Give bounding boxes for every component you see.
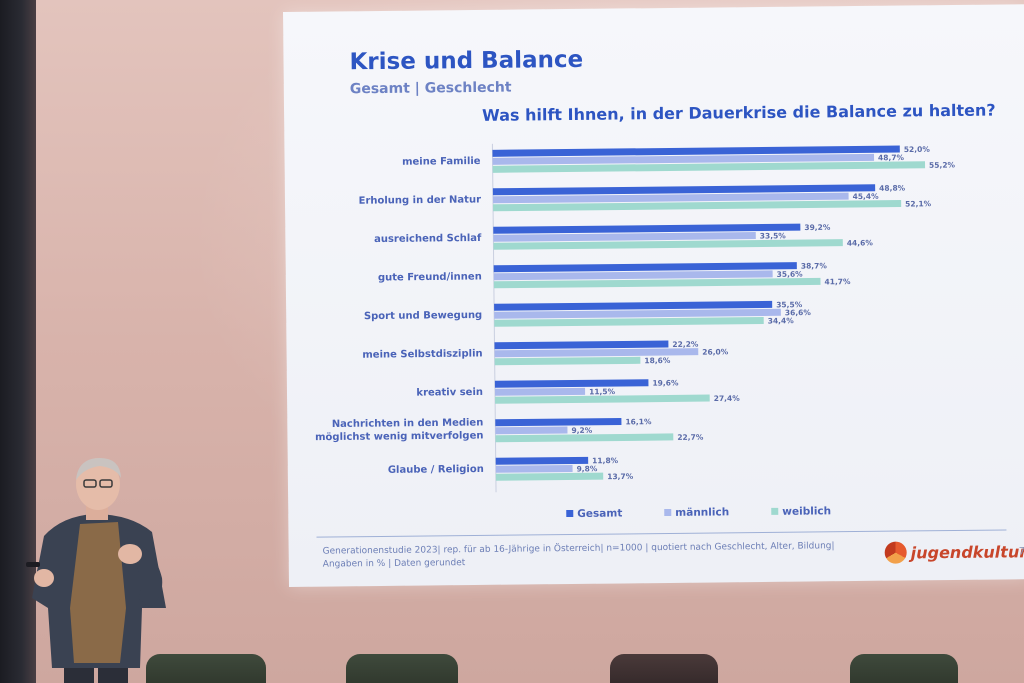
logo-text: jugendkultur.at (910, 541, 1024, 562)
bar-weiblich (494, 316, 764, 327)
data-label: 16,1% (625, 417, 652, 426)
legend-swatch (771, 507, 779, 515)
data-label: 27,4% (714, 394, 741, 403)
data-label: 55,2% (929, 160, 956, 169)
bar-mnnlich (492, 192, 849, 204)
seat-back (610, 654, 718, 683)
bar-mnnlich (493, 270, 773, 281)
bar-weiblich (493, 200, 902, 212)
category-label: Nachrichten in den Medienmöglichst wenig… (315, 417, 484, 443)
bar-gesamt (494, 379, 649, 388)
data-label: 26,0% (702, 347, 729, 356)
data-label: 38,7% (801, 261, 828, 270)
data-label: 35,5% (776, 300, 803, 309)
seat-back (146, 654, 266, 683)
bar-gesamt (495, 456, 589, 465)
data-label: 11,5% (589, 387, 616, 396)
data-label: 39,2% (804, 223, 831, 232)
category-label: kreativ sein (416, 387, 483, 399)
bar-mnnlich (494, 308, 781, 319)
category-label: Glaube / Religion (388, 464, 484, 476)
data-label: 41,7% (824, 277, 851, 286)
bar-weiblich (494, 356, 641, 366)
data-label: 33,5% (760, 231, 787, 240)
bar-gesamt (494, 300, 773, 311)
projected-slide: Krise und Balance Gesamt | Geschlecht Wa… (283, 4, 1024, 587)
data-label: 45,4% (853, 192, 880, 201)
data-label: 22,7% (677, 433, 704, 442)
jugendkultur-logo: jugendkultur.at (884, 540, 1024, 564)
data-label: 9,2% (571, 426, 592, 435)
data-label: 52,0% (904, 145, 931, 154)
bar-gesamt (493, 223, 801, 234)
legend-swatch (664, 508, 672, 517)
data-label: 44,6% (847, 238, 874, 247)
data-label: 18,6% (644, 356, 671, 365)
bar-gesamt (493, 262, 797, 273)
presenter-figure (26, 458, 166, 683)
bar-weiblich (495, 394, 710, 404)
data-label: 48,8% (879, 183, 906, 192)
stage-curtain (0, 0, 36, 683)
category-label: ausreichend Schlaf (374, 233, 482, 245)
data-label: 11,8% (592, 456, 619, 465)
category-label: meine Familie (402, 156, 481, 168)
bar-mnnlich (494, 348, 699, 358)
data-label: 48,7% (878, 153, 905, 162)
data-label: 9,8% (577, 464, 598, 473)
bar-mnnlich (493, 232, 756, 242)
logo-icon (884, 541, 907, 564)
category-label: Erholung in der Natur (359, 194, 482, 206)
category-label: Sport und Bewegung (364, 310, 482, 322)
seat-back (346, 654, 458, 683)
data-label: 13,7% (607, 472, 634, 481)
bar-gesamt (495, 417, 622, 427)
legend-label: männlich (675, 506, 729, 519)
legend-swatch (566, 509, 574, 518)
bar-chart: meine Familie 52,0%48,7% 55,2% Erholung in … (315, 143, 956, 520)
legend-label: weiblich (782, 505, 831, 518)
bar-gesamt (494, 340, 669, 350)
bar-weiblich (492, 161, 926, 173)
data-label: 52,1% (905, 199, 932, 208)
bar-mnnlich (492, 153, 875, 165)
bar-weiblich (493, 239, 843, 250)
legend-label: Gesamt (577, 507, 622, 519)
data-label: 36,6% (785, 308, 812, 317)
bar-mnnlich (495, 426, 568, 435)
data-label: 19,6% (652, 378, 679, 387)
bar-weiblich (493, 277, 821, 289)
bar-weiblich (495, 472, 604, 481)
category-label: gute Freund/innen (378, 271, 482, 283)
seat-back (850, 654, 958, 683)
bar-mnnlich (494, 387, 586, 396)
bar-weiblich (495, 433, 674, 443)
slide-page-number: 7 (1018, 546, 1024, 558)
bar-gesamt (492, 145, 900, 157)
data-label: 35,6% (777, 270, 804, 279)
data-label: 22,2% (672, 340, 699, 349)
bar-mnnlich (495, 464, 573, 473)
category-label: meine Selbstdisziplin (362, 348, 482, 360)
data-label: 34,4% (768, 316, 795, 325)
bar-gesamt (492, 184, 876, 196)
